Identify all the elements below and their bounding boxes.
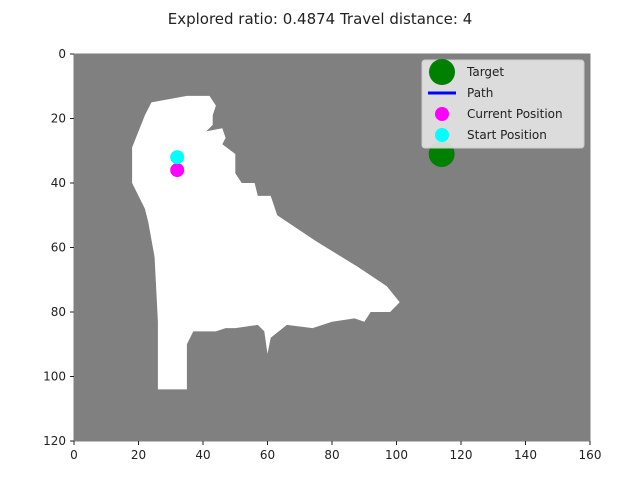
- start-position-marker: [170, 150, 185, 165]
- legend-label: Current Position: [467, 107, 563, 121]
- legend-marker: [429, 59, 455, 85]
- plot-title: Explored ratio: 0.4874 Travel distance: …: [168, 10, 473, 28]
- y-tick-label: 120: [43, 434, 66, 448]
- y-tick-label: 0: [58, 47, 66, 61]
- x-tick-label: 120: [450, 448, 473, 462]
- y-tick-label: 40: [51, 176, 66, 190]
- y-tick-label: 20: [51, 112, 66, 126]
- legend-marker: [435, 107, 449, 121]
- y-tick-label: 60: [51, 241, 66, 255]
- x-tick-label: 60: [260, 448, 275, 462]
- explored-region: [132, 95, 400, 390]
- legend-box: [421, 59, 585, 149]
- x-tick-label: 80: [324, 448, 339, 462]
- y-axis-ticks: 0 20 40 60 80 100 120: [43, 47, 74, 448]
- x-tick-label: 160: [579, 448, 602, 462]
- x-tick-label: 0: [70, 448, 78, 462]
- legend: Target Path Current Position Start Position: [421, 59, 585, 149]
- x-axis-ticks: 0 20 40 60 80 100 120 140 160: [70, 441, 601, 462]
- legend-label: Target: [466, 65, 504, 79]
- y-tick-label: 80: [51, 305, 66, 319]
- x-tick-label: 20: [131, 448, 146, 462]
- legend-label: Path: [467, 86, 493, 100]
- x-tick-label: 140: [514, 448, 537, 462]
- current-position-marker: [170, 163, 185, 178]
- y-tick-label: 100: [43, 370, 66, 384]
- x-tick-label: 100: [385, 448, 408, 462]
- legend-marker: [435, 128, 449, 142]
- x-tick-label: 40: [195, 448, 210, 462]
- legend-label: Start Position: [467, 128, 547, 142]
